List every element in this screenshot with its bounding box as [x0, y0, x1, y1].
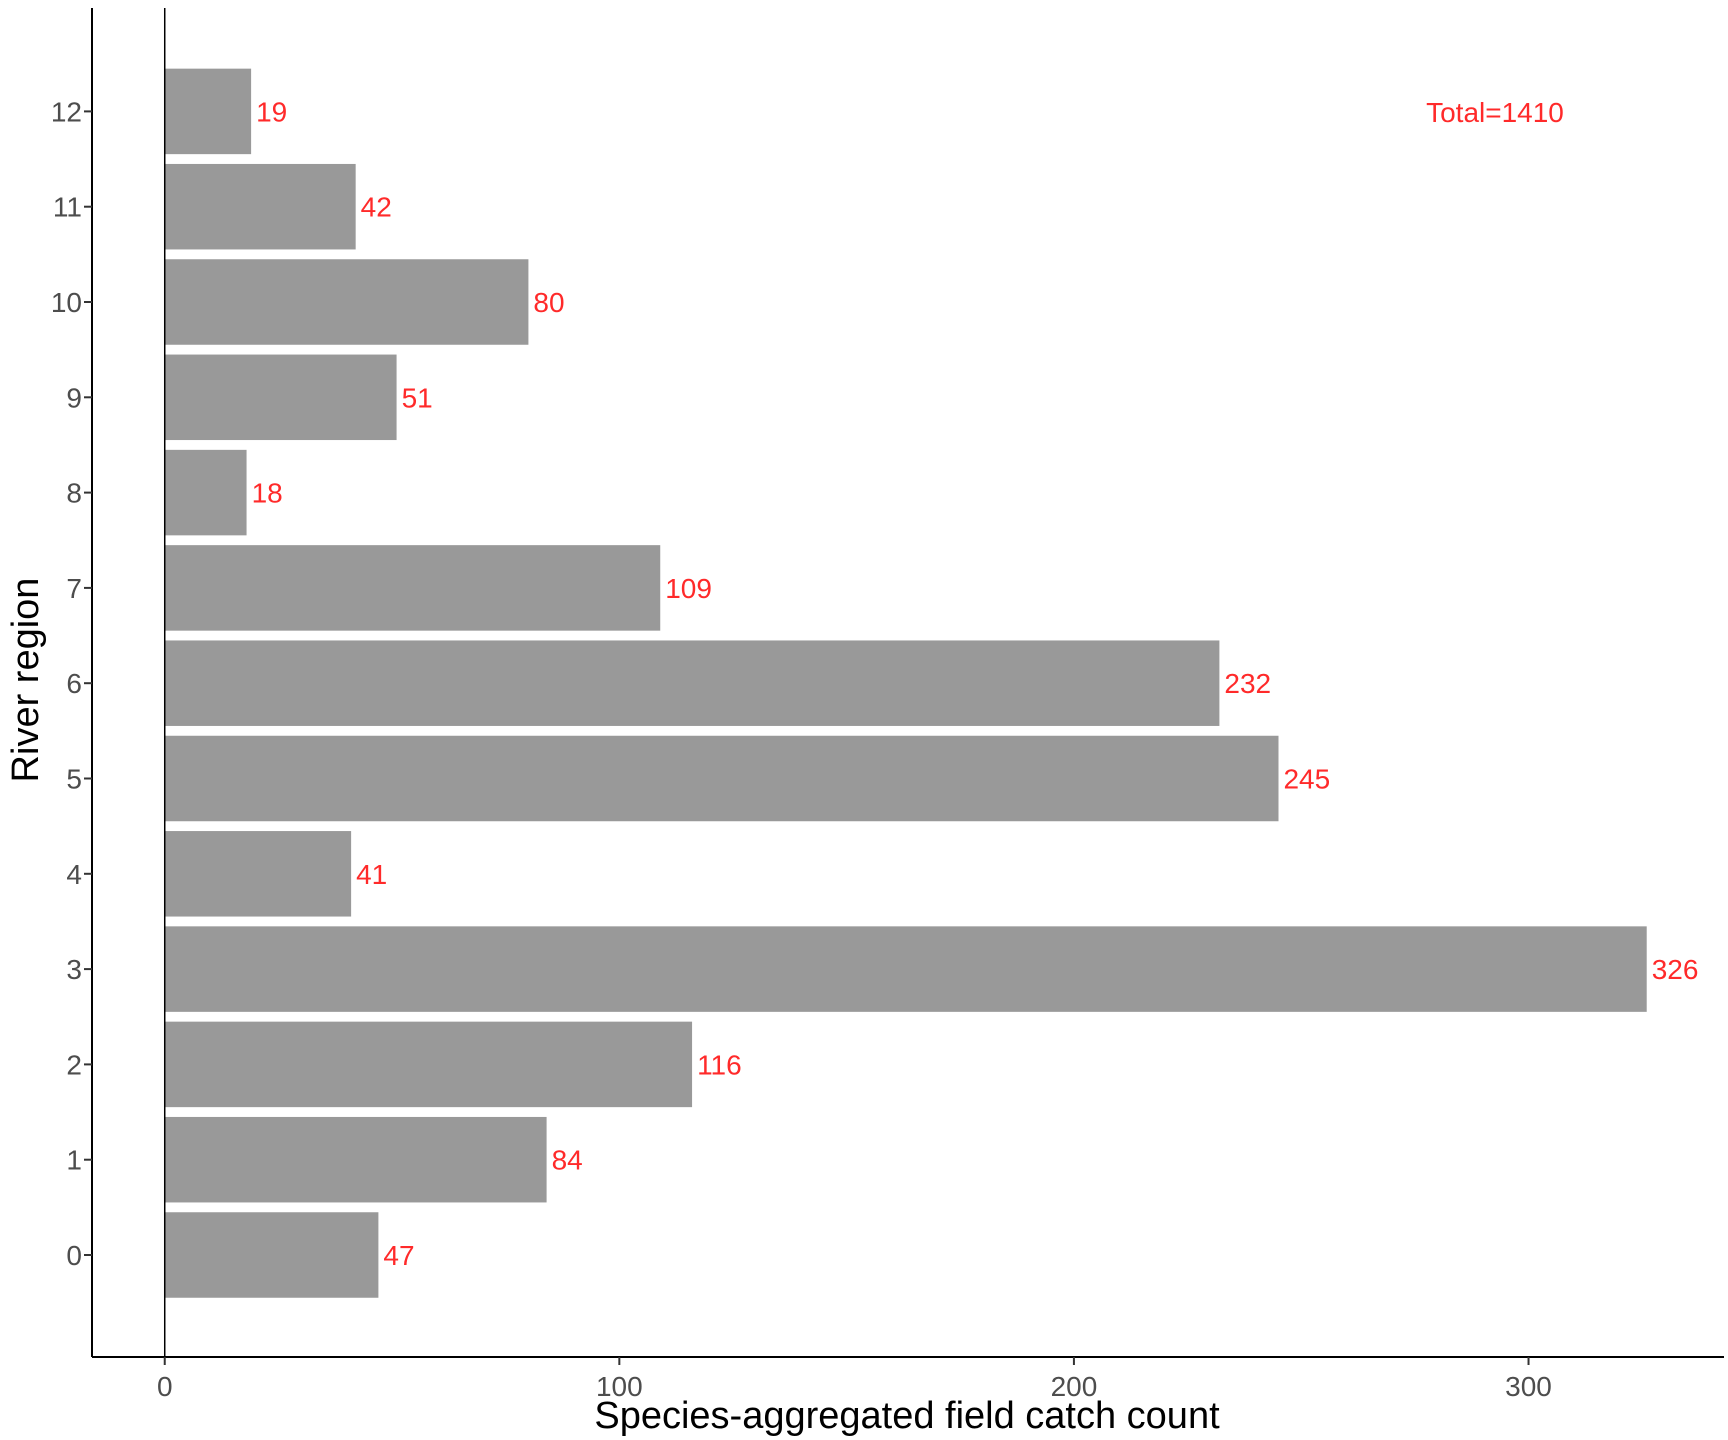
bar-region-1	[164, 1116, 547, 1203]
data-label-region-7: 109	[665, 573, 712, 604]
data-label-region-6: 232	[1224, 668, 1271, 699]
bars-layer	[164, 68, 1647, 1298]
data-label-region-10: 80	[533, 287, 564, 318]
x-tick-label-100: 100	[596, 1371, 643, 1402]
bar-region-7	[164, 545, 661, 631]
data-label-region-5: 245	[1283, 764, 1330, 795]
data-label-region-12: 19	[256, 96, 287, 127]
y-tick-label-5: 5	[66, 764, 82, 795]
bar-region-4	[164, 831, 352, 917]
data-label-region-1: 84	[552, 1145, 583, 1176]
y-tick-label-10: 10	[51, 287, 82, 318]
data-labels-layer: 47 84 116 326 41 245 232 109 18 51 80 42 19	[252, 96, 1699, 1271]
y-tick-label-7: 7	[66, 573, 82, 604]
bar-region-11	[164, 163, 356, 250]
bar-region-9	[164, 354, 397, 441]
bar-region-0	[164, 1212, 379, 1298]
y-tick-label-4: 4	[66, 859, 82, 890]
y-tick-label-11: 11	[53, 192, 82, 223]
bar-region-8	[164, 449, 247, 536]
y-tick-label-12: 12	[51, 96, 82, 127]
y-tick-label-2: 2	[66, 1049, 82, 1080]
x-tick-label-200: 200	[1051, 1371, 1098, 1402]
y-axis-title: River region	[5, 578, 47, 783]
data-label-region-8: 18	[252, 478, 283, 509]
y-tick-label-8: 8	[66, 478, 82, 509]
x-axis-title: Species-aggregated field catch count	[594, 1395, 1220, 1437]
bar-region-3	[164, 926, 1647, 1012]
data-label-region-3: 326	[1652, 954, 1699, 985]
y-tick-label-6: 6	[66, 668, 82, 699]
y-tick-label-1: 1	[66, 1145, 82, 1176]
x-tick-label-300: 300	[1505, 1371, 1552, 1402]
data-label-region-4: 41	[356, 859, 387, 890]
total-annotation: Total=1410	[1426, 97, 1564, 128]
bar-region-10	[164, 259, 529, 345]
y-tick-label-3: 3	[66, 954, 82, 985]
bar-region-5	[164, 735, 1279, 822]
x-axis-ticks: 0 100 200 300	[157, 1357, 1552, 1402]
bar-region-2	[164, 1021, 693, 1108]
bar-region-12	[164, 68, 252, 155]
y-tick-label-9: 9	[66, 382, 82, 413]
data-label-region-2: 116	[697, 1049, 742, 1080]
data-label-region-9: 51	[402, 382, 433, 413]
data-label-region-0: 47	[383, 1240, 414, 1271]
data-label-region-11: 42	[361, 192, 392, 223]
y-tick-label-0: 0	[66, 1240, 82, 1271]
bar-region-6	[164, 640, 1220, 726]
x-tick-label-0: 0	[157, 1371, 173, 1402]
